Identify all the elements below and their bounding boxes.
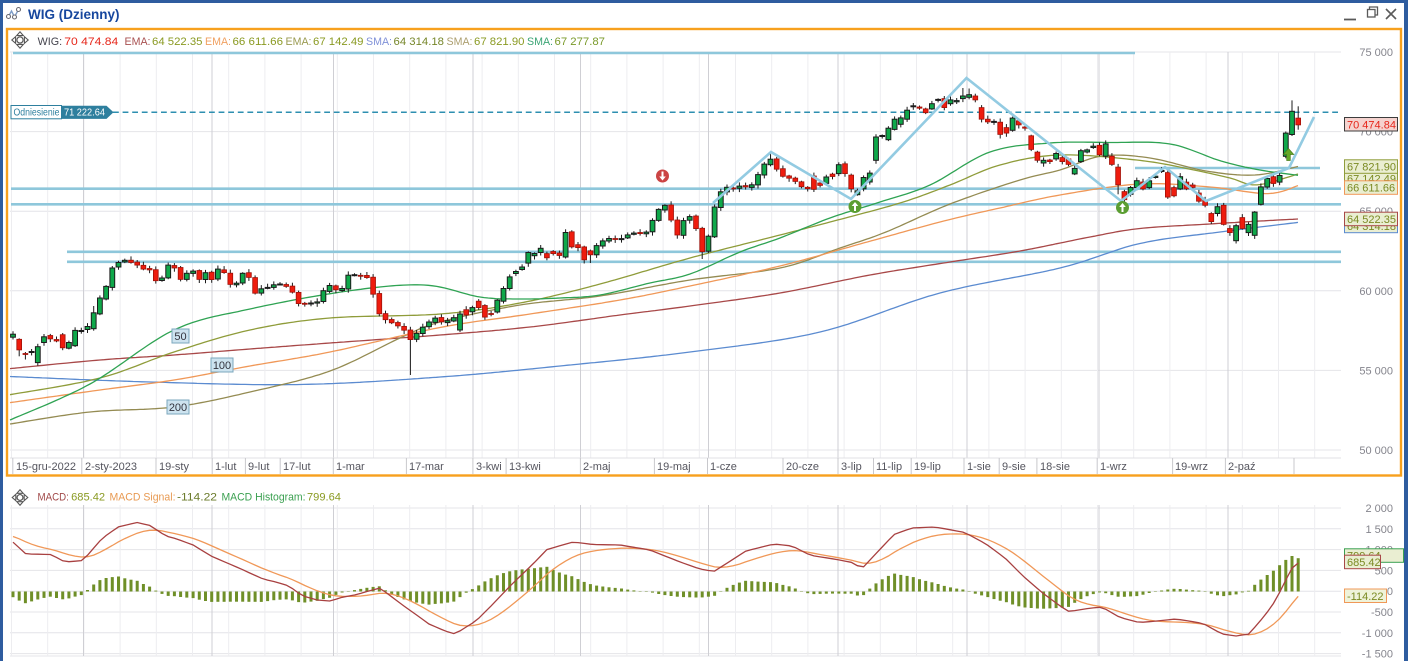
svg-text:64 522.35: 64 522.35 [152,36,203,48]
svg-text:MACD:: MACD: [38,492,69,504]
svg-text:64 314.18: 64 314.18 [394,36,445,48]
svg-text:SMA:: SMA: [366,36,392,48]
svg-text:19-wrz: 19-wrz [1175,461,1208,473]
svg-text:799.64: 799.64 [307,492,341,504]
svg-text:11-lip: 11-lip [876,461,902,473]
svg-text:2-sty-2023: 2-sty-2023 [85,461,137,473]
svg-text:18-sie: 18-sie [1040,461,1070,473]
svg-text:15-gru-2022: 15-gru-2022 [16,461,76,473]
svg-text:-114.22: -114.22 [1347,591,1384,603]
svg-text:17-mar: 17-mar [409,461,444,473]
svg-text:2-paź: 2-paź [1228,461,1256,473]
svg-text:67 277.87: 67 277.87 [555,36,606,48]
svg-text:-114.22: -114.22 [177,492,217,504]
svg-text:67 142.49: 67 142.49 [313,36,364,48]
svg-text:9-sie: 9-sie [1002,461,1026,473]
svg-text:200: 200 [169,402,187,414]
svg-text:Odniesienie: Odniesienie [14,107,60,119]
svg-text:67 821.90: 67 821.90 [474,36,525,48]
svg-text:EMA:: EMA: [125,36,151,48]
svg-text:67 821.90: 67 821.90 [1347,162,1396,174]
svg-text:19-maj: 19-maj [657,461,691,473]
svg-text:100: 100 [213,360,231,372]
svg-text:50 000: 50 000 [1359,445,1393,457]
svg-text:50: 50 [174,331,186,343]
svg-text:1-sie: 1-sie [967,461,991,473]
svg-text:9-lut: 9-lut [248,461,269,473]
svg-text:1-wrz: 1-wrz [1100,461,1127,473]
svg-text:60 000: 60 000 [1359,286,1393,298]
svg-text:2-maj: 2-maj [583,461,611,473]
svg-text:71 222.64: 71 222.64 [64,107,105,119]
svg-text:66 611.66: 66 611.66 [233,36,284,48]
svg-text:-1 500: -1 500 [1362,649,1393,661]
svg-text:70 474.84: 70 474.84 [64,36,118,48]
svg-text:685.42: 685.42 [71,492,105,504]
svg-text:-500: -500 [1371,607,1393,619]
svg-text:1 500: 1 500 [1365,524,1393,536]
svg-text:MACD Signal:: MACD Signal: [110,492,176,504]
svg-text:20-cze: 20-cze [786,461,819,473]
svg-text:685.42: 685.42 [1347,557,1381,569]
svg-text:EMA:: EMA: [286,36,312,48]
svg-text:MACD Histogram:: MACD Histogram: [222,492,306,504]
svg-text:0: 0 [1387,586,1393,598]
svg-text:17-lut: 17-lut [283,461,311,473]
svg-text:19-sty: 19-sty [159,461,189,473]
svg-text:-1 000: -1 000 [1362,628,1393,640]
svg-text:75 000: 75 000 [1359,47,1393,59]
svg-text:WIG (Dzienny): WIG (Dzienny) [28,7,120,22]
svg-text:66 611.66: 66 611.66 [1347,183,1395,195]
svg-text:70 474.84: 70 474.84 [1347,119,1396,131]
svg-text:SMA:: SMA: [527,36,553,48]
svg-text:1-cze: 1-cze [710,461,737,473]
svg-text:1-lut: 1-lut [215,461,236,473]
svg-text:3-kwi: 3-kwi [476,461,502,473]
svg-text:3-lip: 3-lip [841,461,862,473]
svg-text:WIG:: WIG: [38,36,63,48]
svg-text:SMA:: SMA: [447,36,473,48]
svg-text:2 000: 2 000 [1365,503,1393,515]
svg-text:19-lip: 19-lip [914,461,941,473]
svg-text:1-mar: 1-mar [336,461,365,473]
svg-text:64 522.35: 64 522.35 [1347,214,1396,226]
svg-text:13-kwi: 13-kwi [509,461,541,473]
svg-text:EMA:: EMA: [205,36,231,48]
svg-text:55 000: 55 000 [1359,365,1393,377]
